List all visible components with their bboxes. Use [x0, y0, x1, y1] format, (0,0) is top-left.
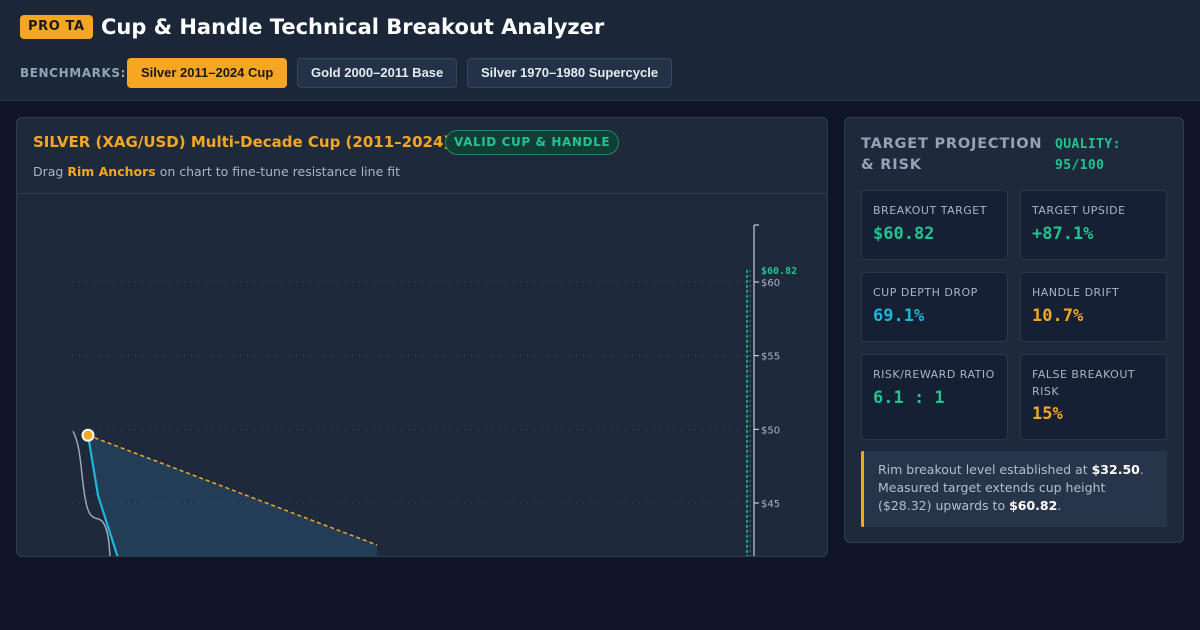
metric-label: CUP DEPTH DROP: [873, 286, 978, 299]
chart-title: SILVER (XAG/USD) Multi-Decade Cup (2011–…: [33, 133, 451, 151]
metric-value: +87.1%: [1032, 224, 1094, 244]
target-projection-panel: TARGET PROJECTION & RISK QUALITY: 95/100…: [844, 117, 1184, 543]
metric-label: BREAKOUT TARGET: [873, 204, 987, 217]
instruction-prefix: Drag: [33, 164, 68, 179]
app-header: PRO TA Cup & Handle Technical Breakout A…: [0, 0, 1200, 101]
price-line-raw: [72, 430, 111, 556]
note-target: $60.82: [1009, 498, 1058, 513]
metric-value: $60.82: [873, 224, 935, 244]
y-tick-label: $60: [761, 278, 780, 289]
app-title: Cup & Handle Technical Breakout Analyzer: [101, 15, 605, 39]
benchmark-button-silver-1970[interactable]: Silver 1970–1980 Supercycle: [467, 58, 673, 88]
pattern-status-badge: VALID CUP & HANDLE: [445, 130, 620, 155]
benchmark-button-silver-2011[interactable]: Silver 2011–2024 Cup: [127, 58, 288, 88]
instruction-highlight: Rim Anchors: [67, 164, 156, 179]
y-axis-ticks: $45 $50 $55 $60: [754, 278, 780, 510]
price-chart[interactable]: $45 $50 $55 $60 $60.82: [17, 195, 828, 557]
benchmark-button-gold-2000[interactable]: Gold 2000–2011 Base: [297, 58, 458, 88]
chart-plot-area[interactable]: $45 $50 $55 $60 $60.82: [17, 195, 828, 557]
y-tick-label: $50: [761, 425, 780, 436]
metric-value: 69.1%: [873, 306, 925, 326]
price-line-fitted: [86, 435, 119, 556]
note-text: Rim breakout level established at: [878, 462, 1092, 477]
y-tick-label: $45: [761, 499, 780, 510]
metric-label: FALSE BREAKOUT RISK: [1032, 368, 1136, 398]
metric-value: 6.1 : 1: [873, 388, 945, 408]
chart-instructions: Drag Rim Anchors on chart to fine-tune r…: [33, 164, 400, 180]
grid-lines: [72, 281, 748, 504]
cup-area-fill: [88, 435, 377, 556]
note-rim-level: $32.50: [1091, 462, 1140, 477]
target-price-label: $60.82: [761, 266, 797, 277]
pro-badge: PRO TA: [20, 15, 93, 39]
note-text: . Measured target extends cup height ($2…: [878, 462, 1144, 513]
metric-label: TARGET UPSIDE: [1032, 204, 1126, 217]
metric-handle-drift: HANDLE DRIFT 10.7%: [1020, 272, 1167, 342]
chart-header: SILVER (XAG/USD) Multi-Decade Cup (2011–…: [17, 118, 827, 194]
metric-false-breakout-risk: FALSE BREAKOUT RISK 15%: [1020, 354, 1167, 440]
metric-label: RISK/REWARD RATIO: [873, 368, 995, 381]
metric-label: HANDLE DRIFT: [1032, 286, 1120, 299]
metric-risk-reward: RISK/REWARD RATIO 6.1 : 1: [861, 354, 1008, 440]
quality-score: QUALITY: 95/100: [1055, 137, 1121, 173]
metric-target-upside: TARGET UPSIDE +87.1%: [1020, 190, 1167, 260]
metric-value: 15%: [1032, 404, 1063, 424]
metric-cup-depth: CUP DEPTH DROP 69.1%: [861, 272, 1008, 342]
chart-card: SILVER (XAG/USD) Multi-Decade Cup (2011–…: [16, 117, 828, 557]
breakout-note: Rim breakout level established at $32.50…: [861, 451, 1167, 527]
instruction-suffix: on chart to fine-tune resistance line fi…: [155, 164, 401, 179]
y-tick-label: $55: [761, 352, 780, 363]
panel-title: TARGET PROJECTION & RISK: [861, 136, 1043, 173]
note-text: .: [1057, 498, 1062, 513]
rim-anchor-handle[interactable]: [81, 428, 95, 442]
metric-value: 10.7%: [1032, 306, 1084, 326]
rim-resistance-line: [87, 434, 378, 546]
benchmarks-label: BENCHMARKS:: [20, 66, 127, 80]
metric-breakout-target: BREAKOUT TARGET $60.82: [861, 190, 1008, 260]
